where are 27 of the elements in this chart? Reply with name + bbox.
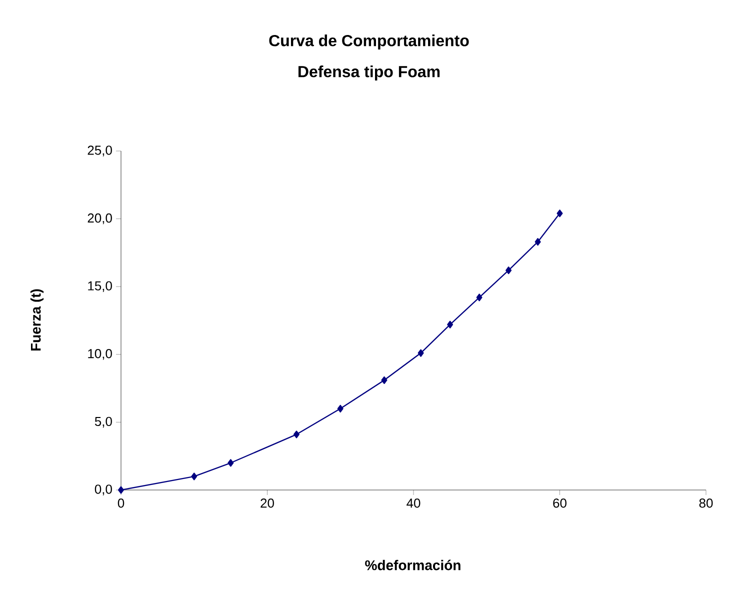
x-tick-label: 80: [699, 498, 713, 508]
y-tick-label: 10,0: [88, 349, 112, 360]
point: [294, 430, 300, 438]
point: [191, 472, 198, 480]
x-axis-title: %deformación: [365, 560, 460, 570]
chart-title: Curva de Comportamiento: [269, 34, 469, 50]
point: [381, 376, 388, 384]
point: [118, 486, 124, 494]
x-tick-label: 40: [406, 498, 420, 508]
chart-subtitle: Defensa tipo Foam: [298, 66, 440, 80]
y-tick-label: 5,0: [94, 416, 112, 428]
point: [418, 349, 424, 357]
x-tick-label: 60: [553, 498, 566, 508]
x-tick-label: 0: [118, 498, 124, 508]
y-tick-label: 0,0: [94, 484, 112, 496]
point: [506, 266, 512, 274]
y-axis-title: Fuerza (t): [30, 289, 44, 351]
point: [476, 294, 482, 302]
point: [556, 210, 563, 218]
x-tick-label: 20: [260, 498, 274, 508]
point: [447, 320, 454, 328]
point: [228, 459, 234, 467]
y-tick-label: 20,0: [88, 213, 112, 224]
y-tick-label: 15,0: [88, 281, 112, 292]
point: [337, 404, 344, 412]
point: [534, 238, 541, 246]
y-tick-label: 25,0: [88, 146, 112, 156]
